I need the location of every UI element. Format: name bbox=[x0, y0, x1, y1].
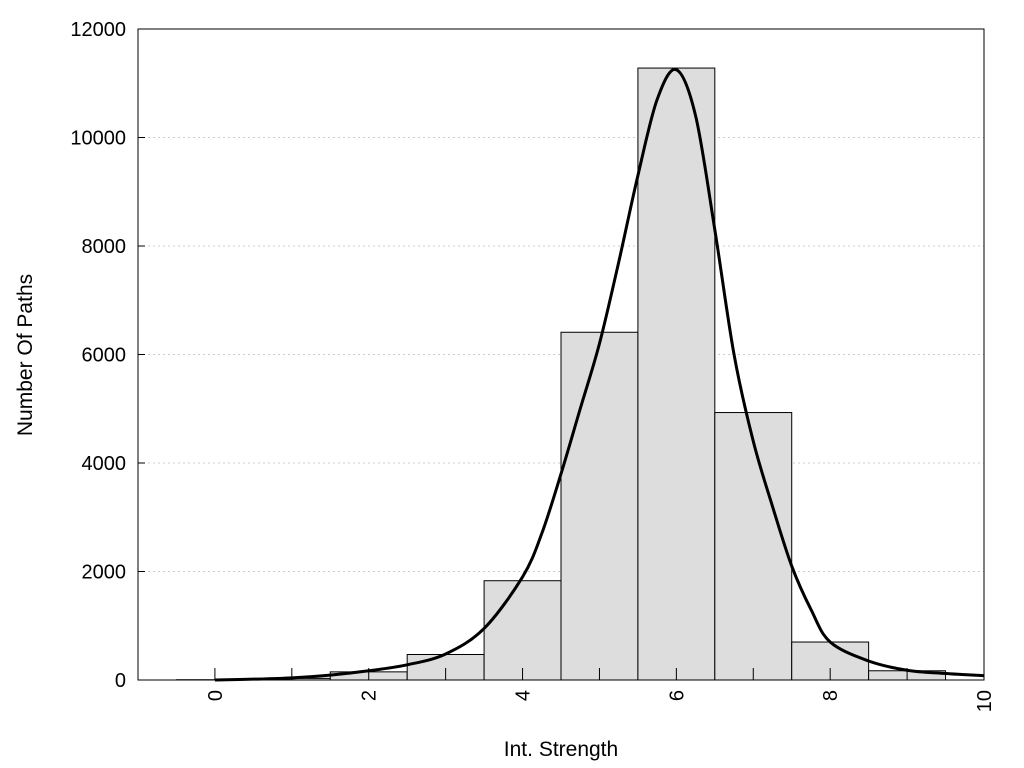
y-tick-label: 6000 bbox=[82, 345, 127, 367]
x-tick-label: 2 bbox=[359, 690, 381, 701]
y-tick-label: 0 bbox=[115, 670, 126, 692]
histogram-bar bbox=[637, 67, 716, 681]
y-tick-label: 10000 bbox=[70, 128, 126, 150]
histogram-bar bbox=[560, 331, 639, 681]
histogram-bars bbox=[175, 67, 947, 681]
x-tick-label: 6 bbox=[666, 690, 688, 701]
histogram-bar bbox=[483, 580, 562, 681]
x-tick-label: 10 bbox=[974, 690, 996, 712]
y-tick-label: 12000 bbox=[70, 19, 126, 41]
y-tick-label: 8000 bbox=[82, 236, 127, 258]
y-tick-label: 4000 bbox=[82, 453, 127, 475]
y-axis-title: Number Of Paths bbox=[14, 274, 37, 436]
fit-curve bbox=[214, 67, 985, 682]
y-tick-label: 2000 bbox=[82, 562, 127, 584]
x-axis-title: Int. Strength bbox=[504, 738, 618, 761]
x-axis-ticks: 0 2 4 6 8 10 bbox=[205, 668, 996, 712]
fit-curve-group bbox=[214, 67, 985, 682]
y-axis-ticks: 0 2000 4000 6000 8000 10000 12000 bbox=[70, 19, 145, 692]
x-tick-label: 4 bbox=[513, 690, 535, 701]
x-tick-label: 8 bbox=[820, 690, 842, 701]
x-tick-label: 0 bbox=[205, 690, 227, 701]
histogram-bar bbox=[714, 412, 793, 681]
grid-lines bbox=[138, 137, 984, 572]
